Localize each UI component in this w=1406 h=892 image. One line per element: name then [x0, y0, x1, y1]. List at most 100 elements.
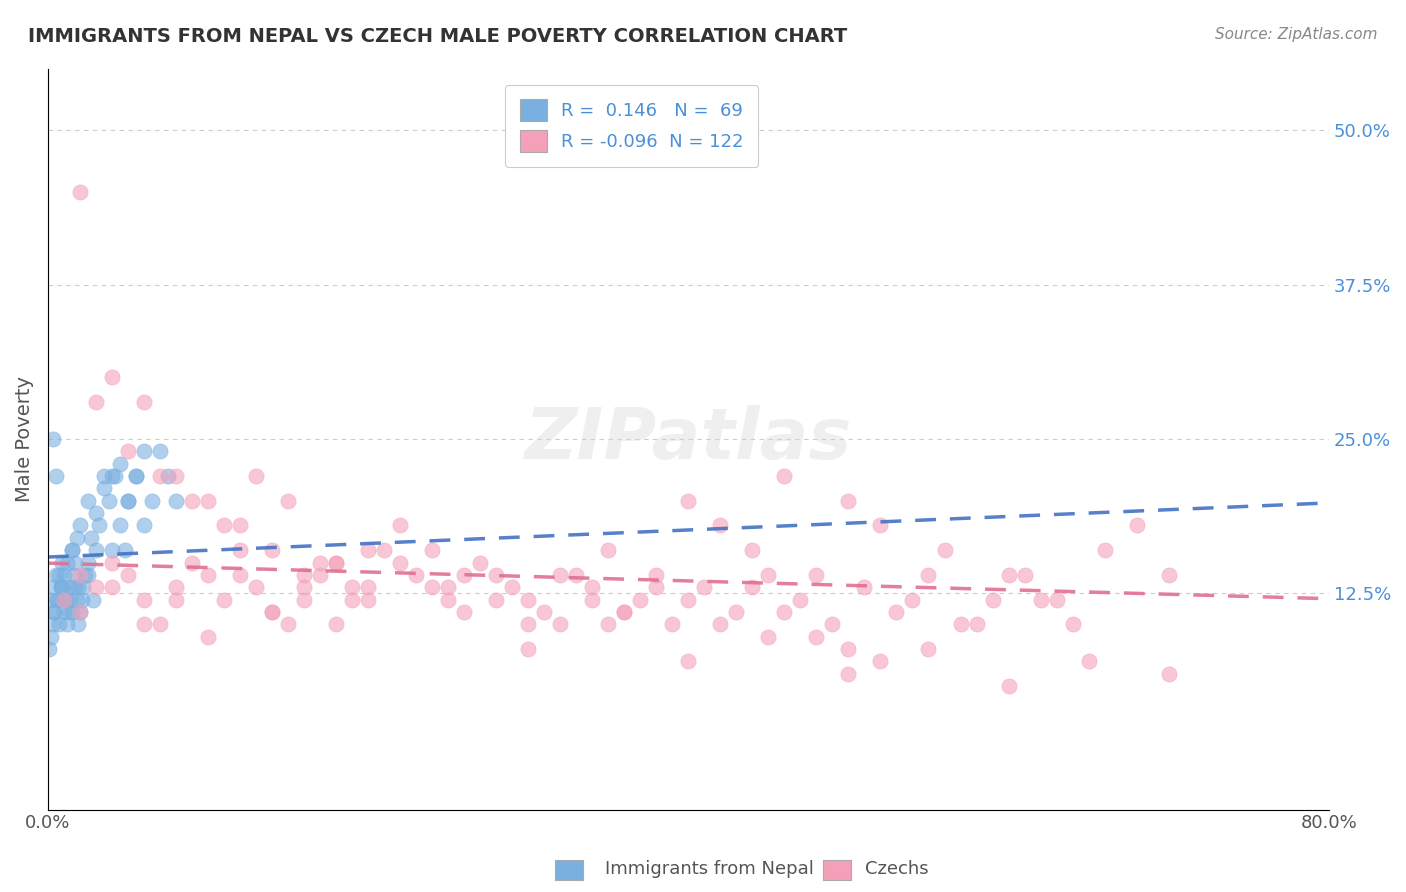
Point	[117, 444, 139, 458]
Point	[917, 642, 939, 657]
Point	[517, 642, 540, 657]
Point	[67, 580, 90, 594]
Point	[63, 580, 86, 594]
Point	[97, 493, 120, 508]
Point	[165, 493, 187, 508]
Point	[389, 556, 412, 570]
Point	[581, 592, 603, 607]
Point	[60, 543, 83, 558]
Point	[758, 567, 780, 582]
Point	[52, 567, 75, 582]
Point	[548, 617, 571, 632]
Point	[485, 567, 508, 582]
Point	[132, 395, 155, 409]
Point	[56, 617, 79, 632]
Point	[48, 617, 70, 632]
Point	[72, 580, 94, 594]
Point	[292, 580, 315, 594]
Point	[41, 432, 63, 446]
Point	[325, 556, 347, 570]
Point	[46, 592, 69, 607]
Point	[197, 630, 219, 644]
Point	[501, 580, 523, 594]
Point	[125, 469, 148, 483]
Point	[132, 518, 155, 533]
Point	[56, 556, 79, 570]
Point	[52, 592, 75, 607]
Point	[39, 630, 62, 644]
Point	[60, 605, 83, 619]
Point	[837, 666, 859, 681]
Point	[389, 518, 412, 533]
Point	[101, 580, 124, 594]
Point	[1029, 592, 1052, 607]
Point	[117, 567, 139, 582]
Point	[45, 567, 67, 582]
Point	[84, 395, 107, 409]
Point	[69, 185, 91, 199]
Point	[132, 592, 155, 607]
Point	[60, 543, 83, 558]
Point	[44, 605, 66, 619]
Point	[277, 493, 299, 508]
Point	[125, 469, 148, 483]
Point	[357, 592, 380, 607]
Point	[45, 469, 67, 483]
Point	[69, 567, 91, 582]
Point	[156, 469, 179, 483]
Point	[485, 592, 508, 607]
Point	[55, 592, 77, 607]
Point	[1045, 592, 1067, 607]
Point	[949, 617, 972, 632]
Point	[93, 482, 115, 496]
Point	[661, 617, 683, 632]
Point	[39, 592, 62, 607]
Point	[340, 580, 363, 594]
Point	[309, 567, 332, 582]
Point	[437, 592, 460, 607]
Point	[981, 592, 1004, 607]
Point	[581, 580, 603, 594]
Point	[63, 556, 86, 570]
Point	[997, 679, 1019, 693]
Text: Immigrants from Nepal: Immigrants from Nepal	[605, 860, 814, 878]
Point	[837, 642, 859, 657]
Point	[741, 580, 763, 594]
Point	[58, 605, 80, 619]
Point	[101, 469, 124, 483]
Point	[52, 605, 75, 619]
Point	[84, 506, 107, 520]
Point	[69, 605, 91, 619]
Point	[806, 567, 828, 582]
Point	[613, 605, 636, 619]
Point	[101, 556, 124, 570]
Point	[108, 457, 131, 471]
Point	[1077, 654, 1099, 668]
Point	[84, 580, 107, 594]
Point	[966, 617, 988, 632]
Point	[44, 605, 66, 619]
Point	[405, 567, 427, 582]
Point	[470, 556, 492, 570]
Point	[80, 531, 103, 545]
Point	[149, 469, 172, 483]
Point	[277, 617, 299, 632]
Point	[821, 617, 844, 632]
Point	[997, 567, 1019, 582]
Point	[420, 543, 443, 558]
Point	[114, 543, 136, 558]
Point	[628, 592, 651, 607]
Point	[1157, 567, 1180, 582]
Point	[67, 617, 90, 632]
Point	[49, 580, 72, 594]
Point	[229, 518, 252, 533]
Point	[58, 580, 80, 594]
Text: IMMIGRANTS FROM NEPAL VS CZECH MALE POVERTY CORRELATION CHART: IMMIGRANTS FROM NEPAL VS CZECH MALE POVE…	[28, 27, 848, 45]
Point	[565, 567, 588, 582]
Point	[934, 543, 956, 558]
Point	[141, 493, 163, 508]
Point	[292, 567, 315, 582]
Point	[212, 518, 235, 533]
Point	[212, 592, 235, 607]
Point	[93, 469, 115, 483]
